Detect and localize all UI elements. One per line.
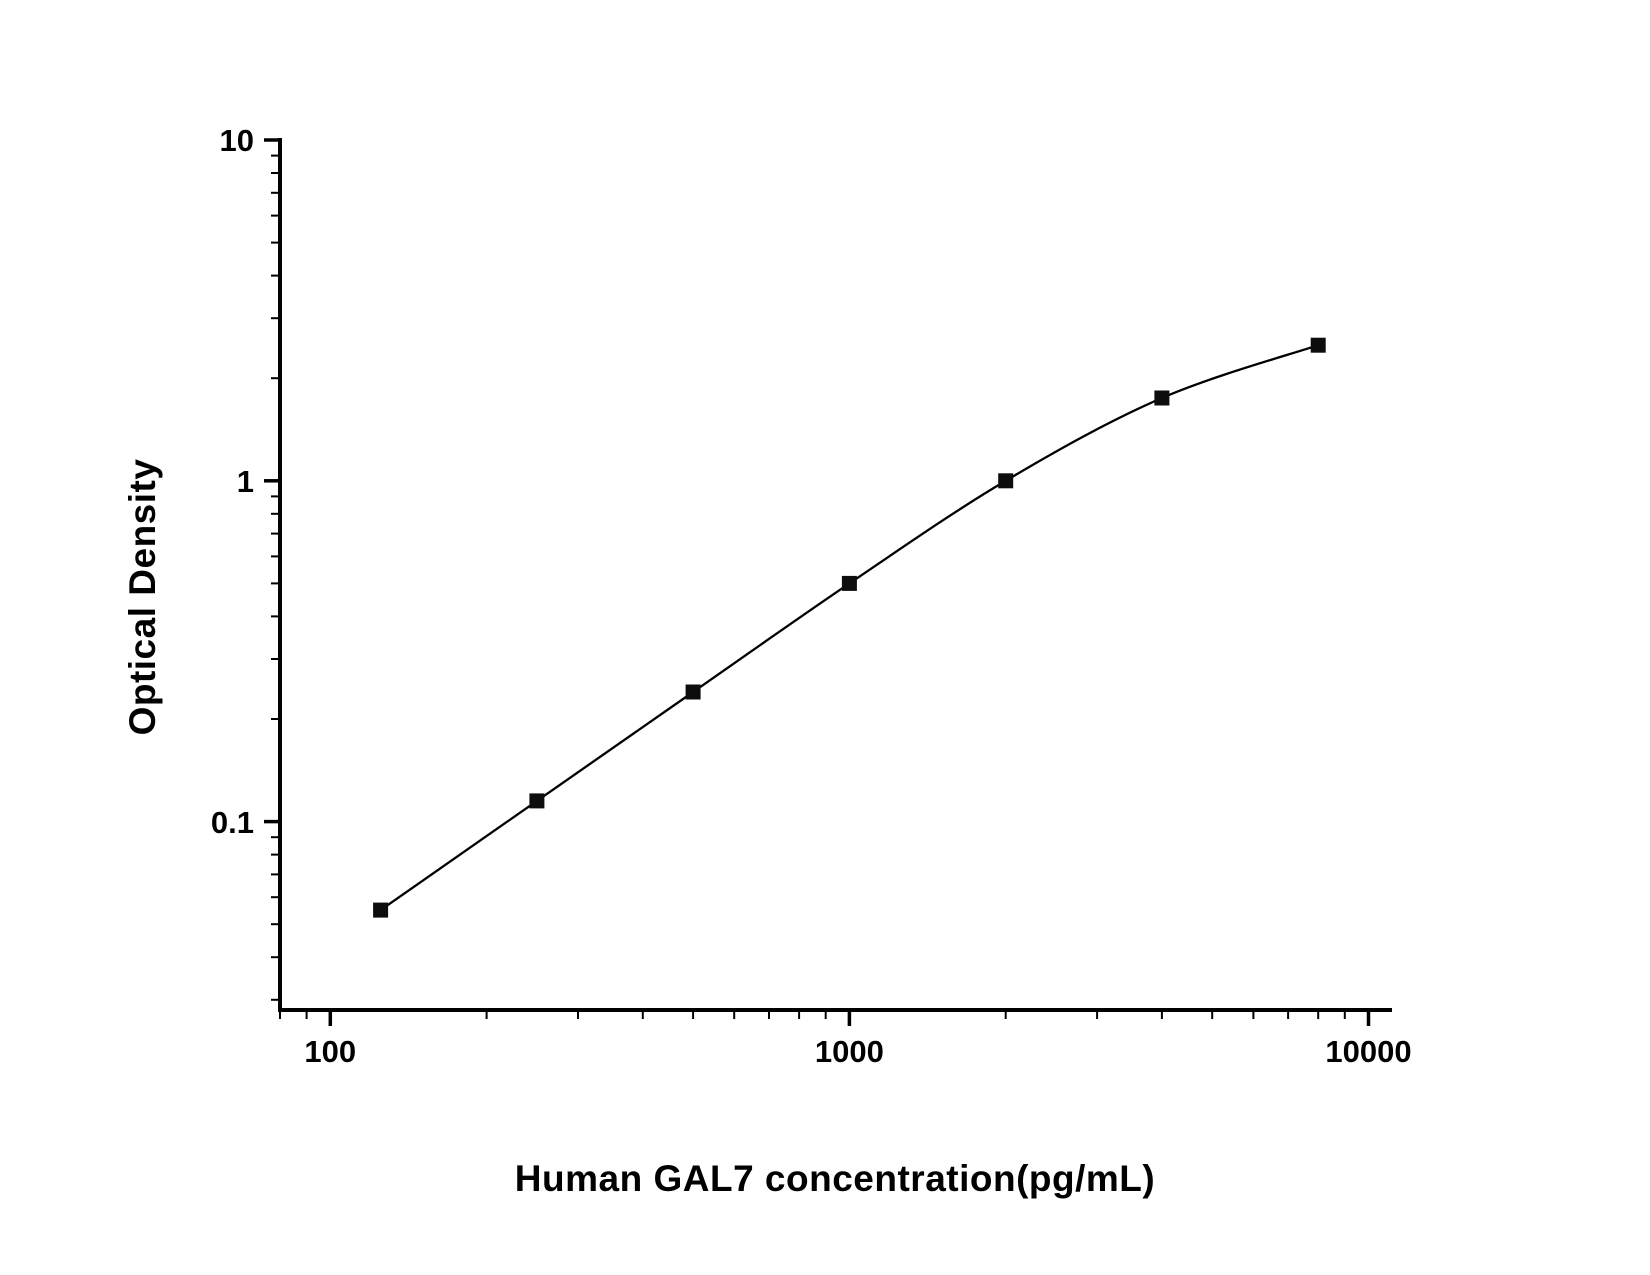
data-series bbox=[373, 337, 1326, 918]
y-axis-title: Optical Density bbox=[122, 458, 163, 736]
data-point-marker bbox=[529, 793, 545, 809]
data-point-marker bbox=[1310, 337, 1326, 353]
y-tick-label: 10 bbox=[220, 123, 254, 158]
data-point-marker bbox=[998, 473, 1014, 489]
x-axis-title: Human GAL7 concentration(pg/mL) bbox=[514, 1158, 1156, 1199]
fit-curve bbox=[379, 344, 1320, 912]
y-tick-label: 0.1 bbox=[211, 805, 254, 840]
y-tick-label: 1 bbox=[237, 464, 254, 499]
x-axis: 100 1000 10000 bbox=[278, 1008, 1412, 1069]
data-point-marker bbox=[1154, 390, 1170, 406]
x-tick-label: 1000 bbox=[815, 1034, 884, 1069]
data-point-marker bbox=[841, 575, 857, 591]
y-axis: 0.1 1 10 bbox=[211, 123, 282, 1012]
x-tick-label: 100 bbox=[304, 1034, 356, 1069]
data-point-marker bbox=[685, 684, 701, 700]
x-tick-label: 10000 bbox=[1325, 1034, 1411, 1069]
data-point-marker bbox=[373, 902, 389, 918]
